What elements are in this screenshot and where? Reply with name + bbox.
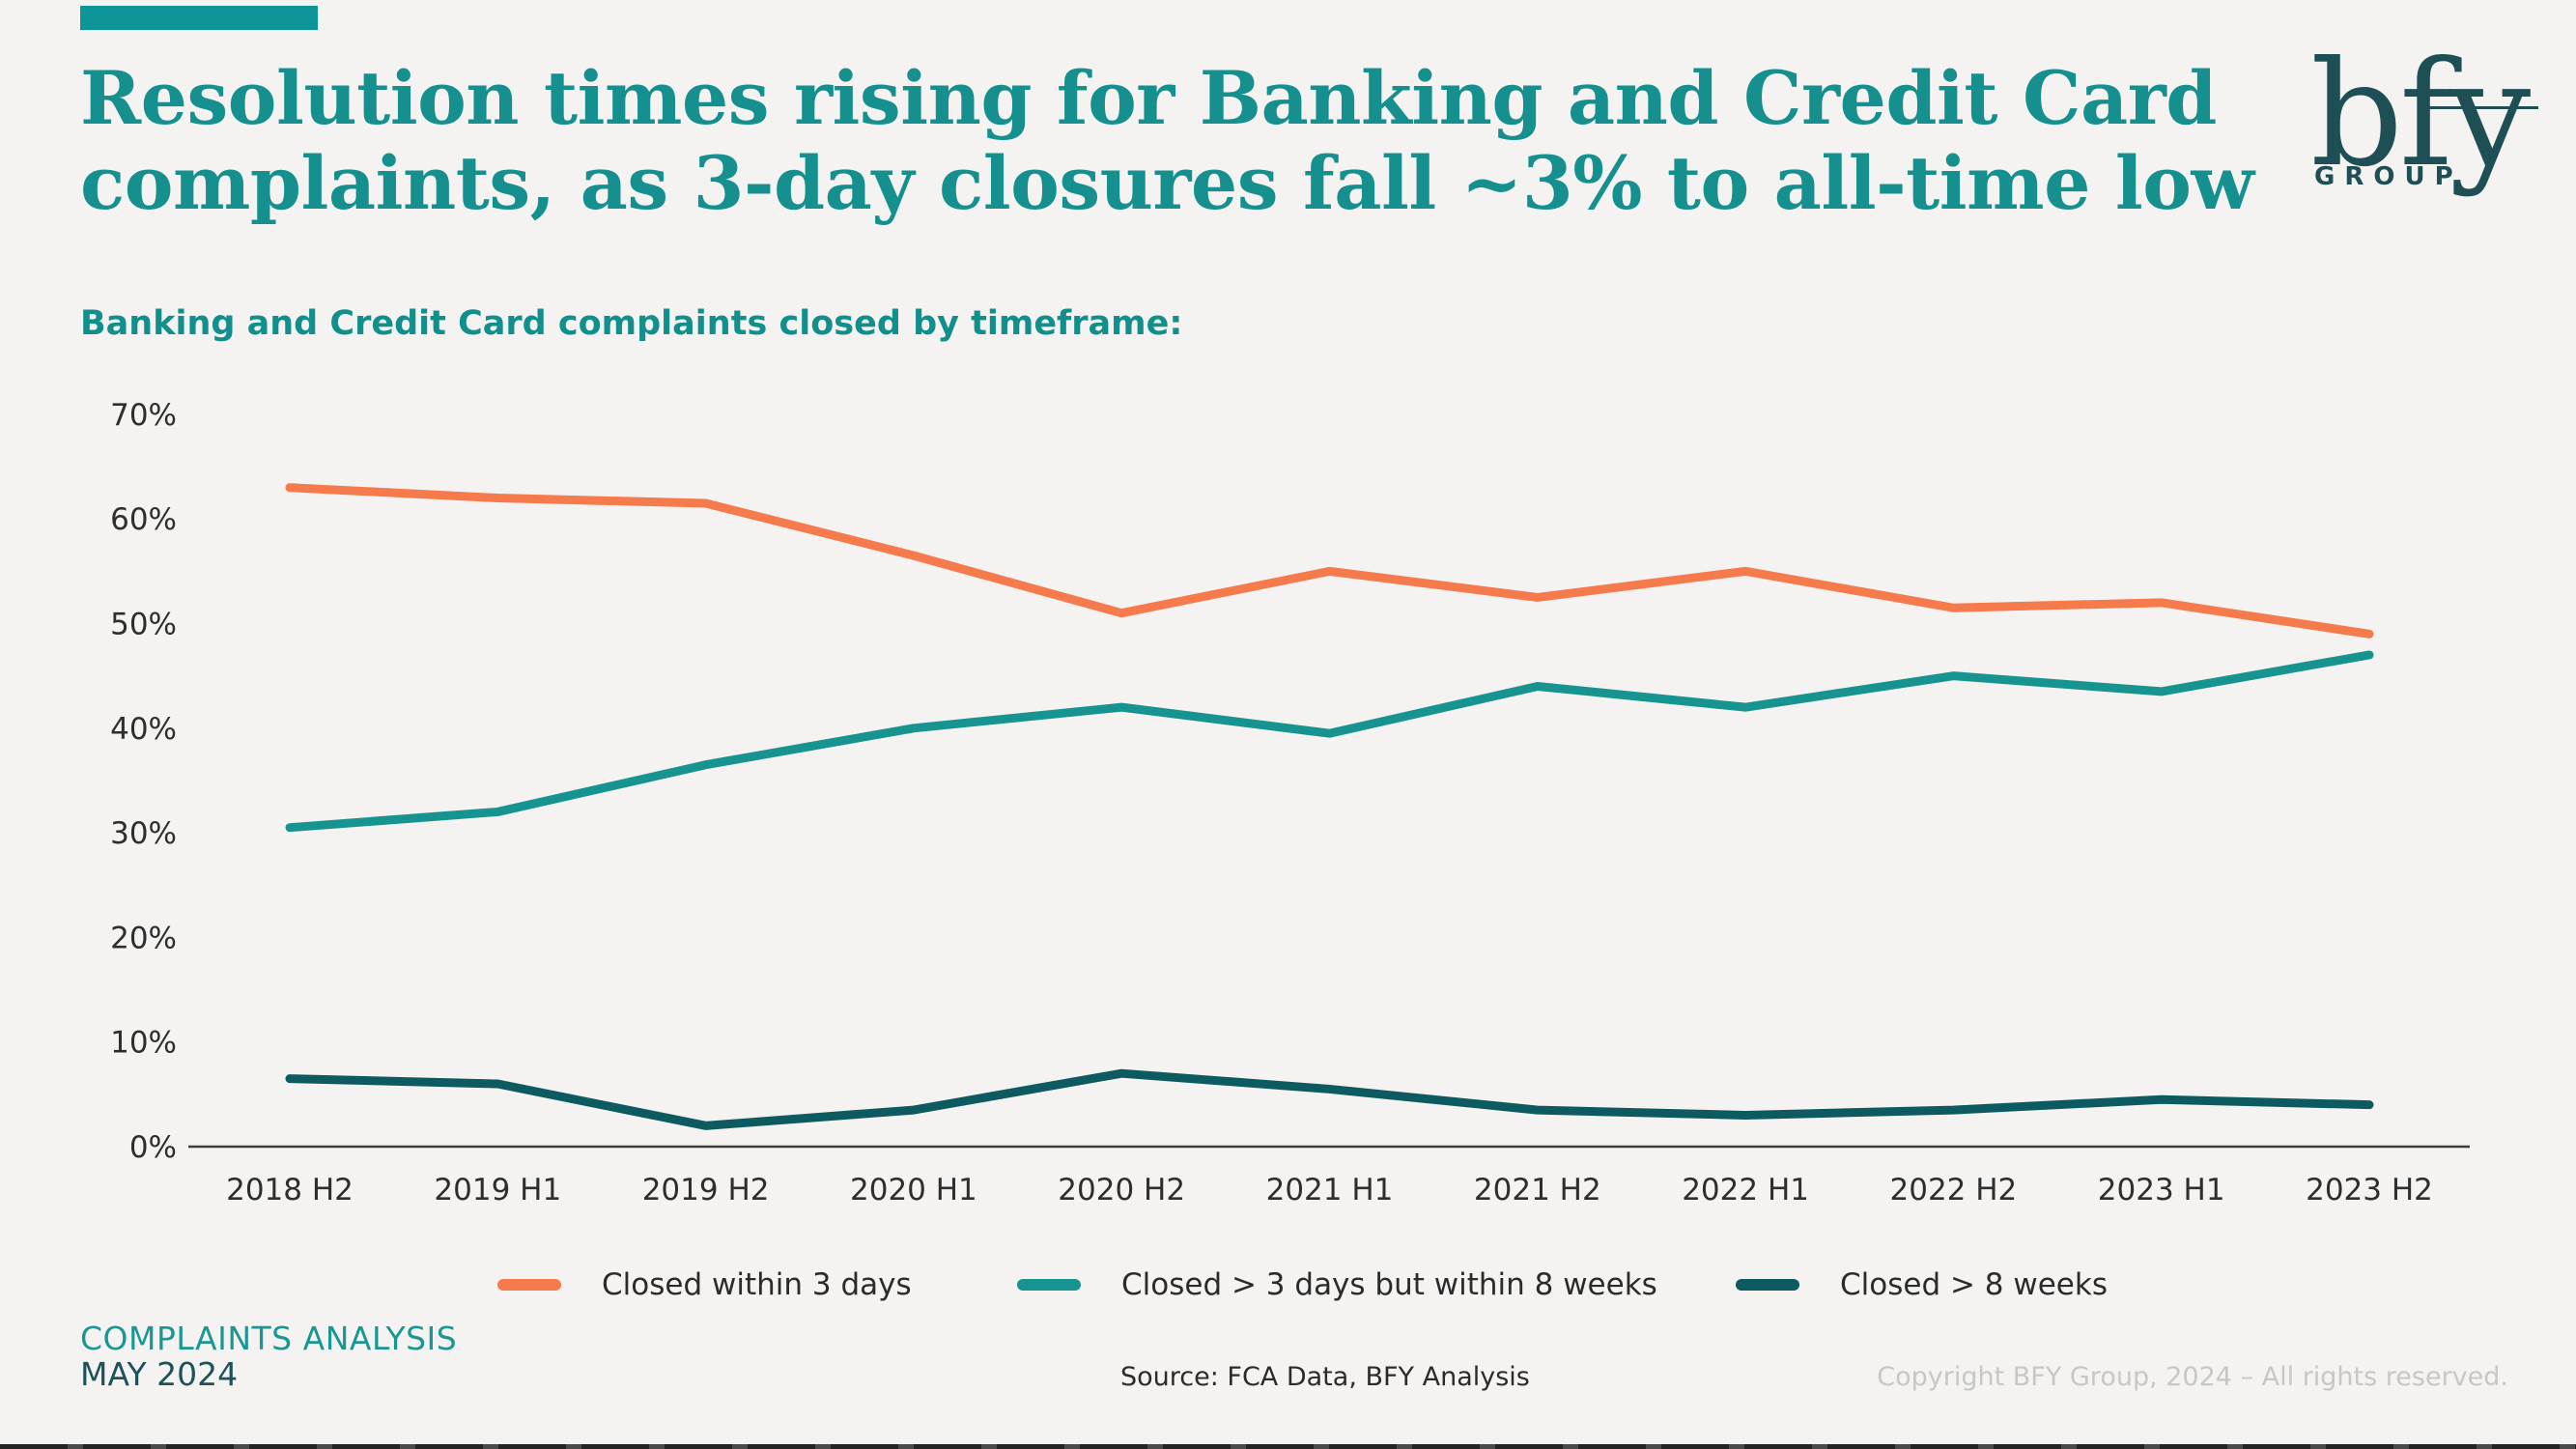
y-tick-label: 20% bbox=[110, 921, 177, 955]
legend-item-closed-within-3-days: Closed within 3 days bbox=[497, 1267, 912, 1302]
y-tick-label: 10% bbox=[110, 1026, 177, 1061]
y-tick-label: 70% bbox=[110, 398, 177, 433]
chart-legend: Closed within 3 days Closed > 3 days but… bbox=[0, 1267, 2576, 1306]
chart-subtitle: Banking and Credit Card complaints close… bbox=[80, 304, 1183, 343]
footer-copyright: Copyright BFY Group, 2024 – All rights r… bbox=[1877, 1362, 2508, 1392]
series-line-closed-within-3-days bbox=[285, 483, 2374, 639]
logo-wordmark: bfy bbox=[2310, 31, 2531, 199]
x-tick-label: 2019 H1 bbox=[434, 1173, 561, 1208]
x-tick-label: 2023 H1 bbox=[2098, 1173, 2225, 1208]
legend-label: Closed > 8 weeks bbox=[1840, 1267, 2108, 1302]
x-tick-label: 2022 H1 bbox=[1682, 1173, 1809, 1208]
legend-label: Closed > 3 days but within 8 weeks bbox=[1121, 1267, 1657, 1302]
legend-item-closed-over-8-weeks: Closed > 8 weeks bbox=[1736, 1267, 2108, 1302]
accent-bar bbox=[80, 6, 318, 30]
logo-subtext: GROUP bbox=[2314, 162, 2463, 191]
y-tick-label: 40% bbox=[110, 712, 177, 747]
footer-tagline-complaints-analysis: COMPLAINTS ANALYSIS bbox=[80, 1320, 458, 1357]
footer-source: Source: FCA Data, BFY Analysis bbox=[1120, 1362, 1530, 1392]
legend-item-closed-3-days-to-8-weeks: Closed > 3 days but within 8 weeks bbox=[1017, 1267, 1657, 1302]
line-chart: 0% 10% 20% 30% 40% 50% 60% 70% 2018 H2 2019 H1 201… bbox=[110, 398, 2470, 1208]
legend-label: Closed within 3 days bbox=[602, 1267, 912, 1302]
x-tick-label: 2020 H2 bbox=[1058, 1173, 1185, 1208]
y-tick-label: 50% bbox=[110, 608, 177, 642]
logo-rule bbox=[2424, 106, 2538, 109]
x-tick-label: 2022 H2 bbox=[1890, 1173, 2018, 1208]
legend-swatch-orange bbox=[497, 1279, 561, 1291]
x-tick-label: 2020 H1 bbox=[850, 1173, 977, 1208]
bfy-group-logo: bfy GROUP bbox=[2310, 43, 2542, 191]
y-tick-label: 0% bbox=[129, 1130, 177, 1165]
y-tick-label: 30% bbox=[110, 816, 177, 851]
series-line-closed-8-weeks bbox=[285, 1068, 2374, 1130]
x-tick-label: 2019 H2 bbox=[642, 1173, 770, 1208]
series-line-closed-3-days-but-within-8-weeks bbox=[285, 650, 2374, 833]
y-tick-label: 60% bbox=[110, 502, 177, 537]
x-tick-label: 2021 H1 bbox=[1266, 1173, 1394, 1208]
x-tick-label: 2018 H2 bbox=[226, 1173, 354, 1208]
legend-swatch-teal bbox=[1017, 1279, 1081, 1291]
bottom-edge-strip bbox=[0, 1444, 2576, 1449]
page-title: Resolution times rising for Banking and … bbox=[80, 55, 2254, 227]
legend-swatch-dark-teal bbox=[1736, 1279, 1799, 1291]
x-tick-label: 2021 H2 bbox=[1474, 1173, 1601, 1208]
footer-tagline-date: MAY 2024 bbox=[80, 1355, 239, 1393]
x-tick-label: 2023 H2 bbox=[2306, 1173, 2433, 1208]
